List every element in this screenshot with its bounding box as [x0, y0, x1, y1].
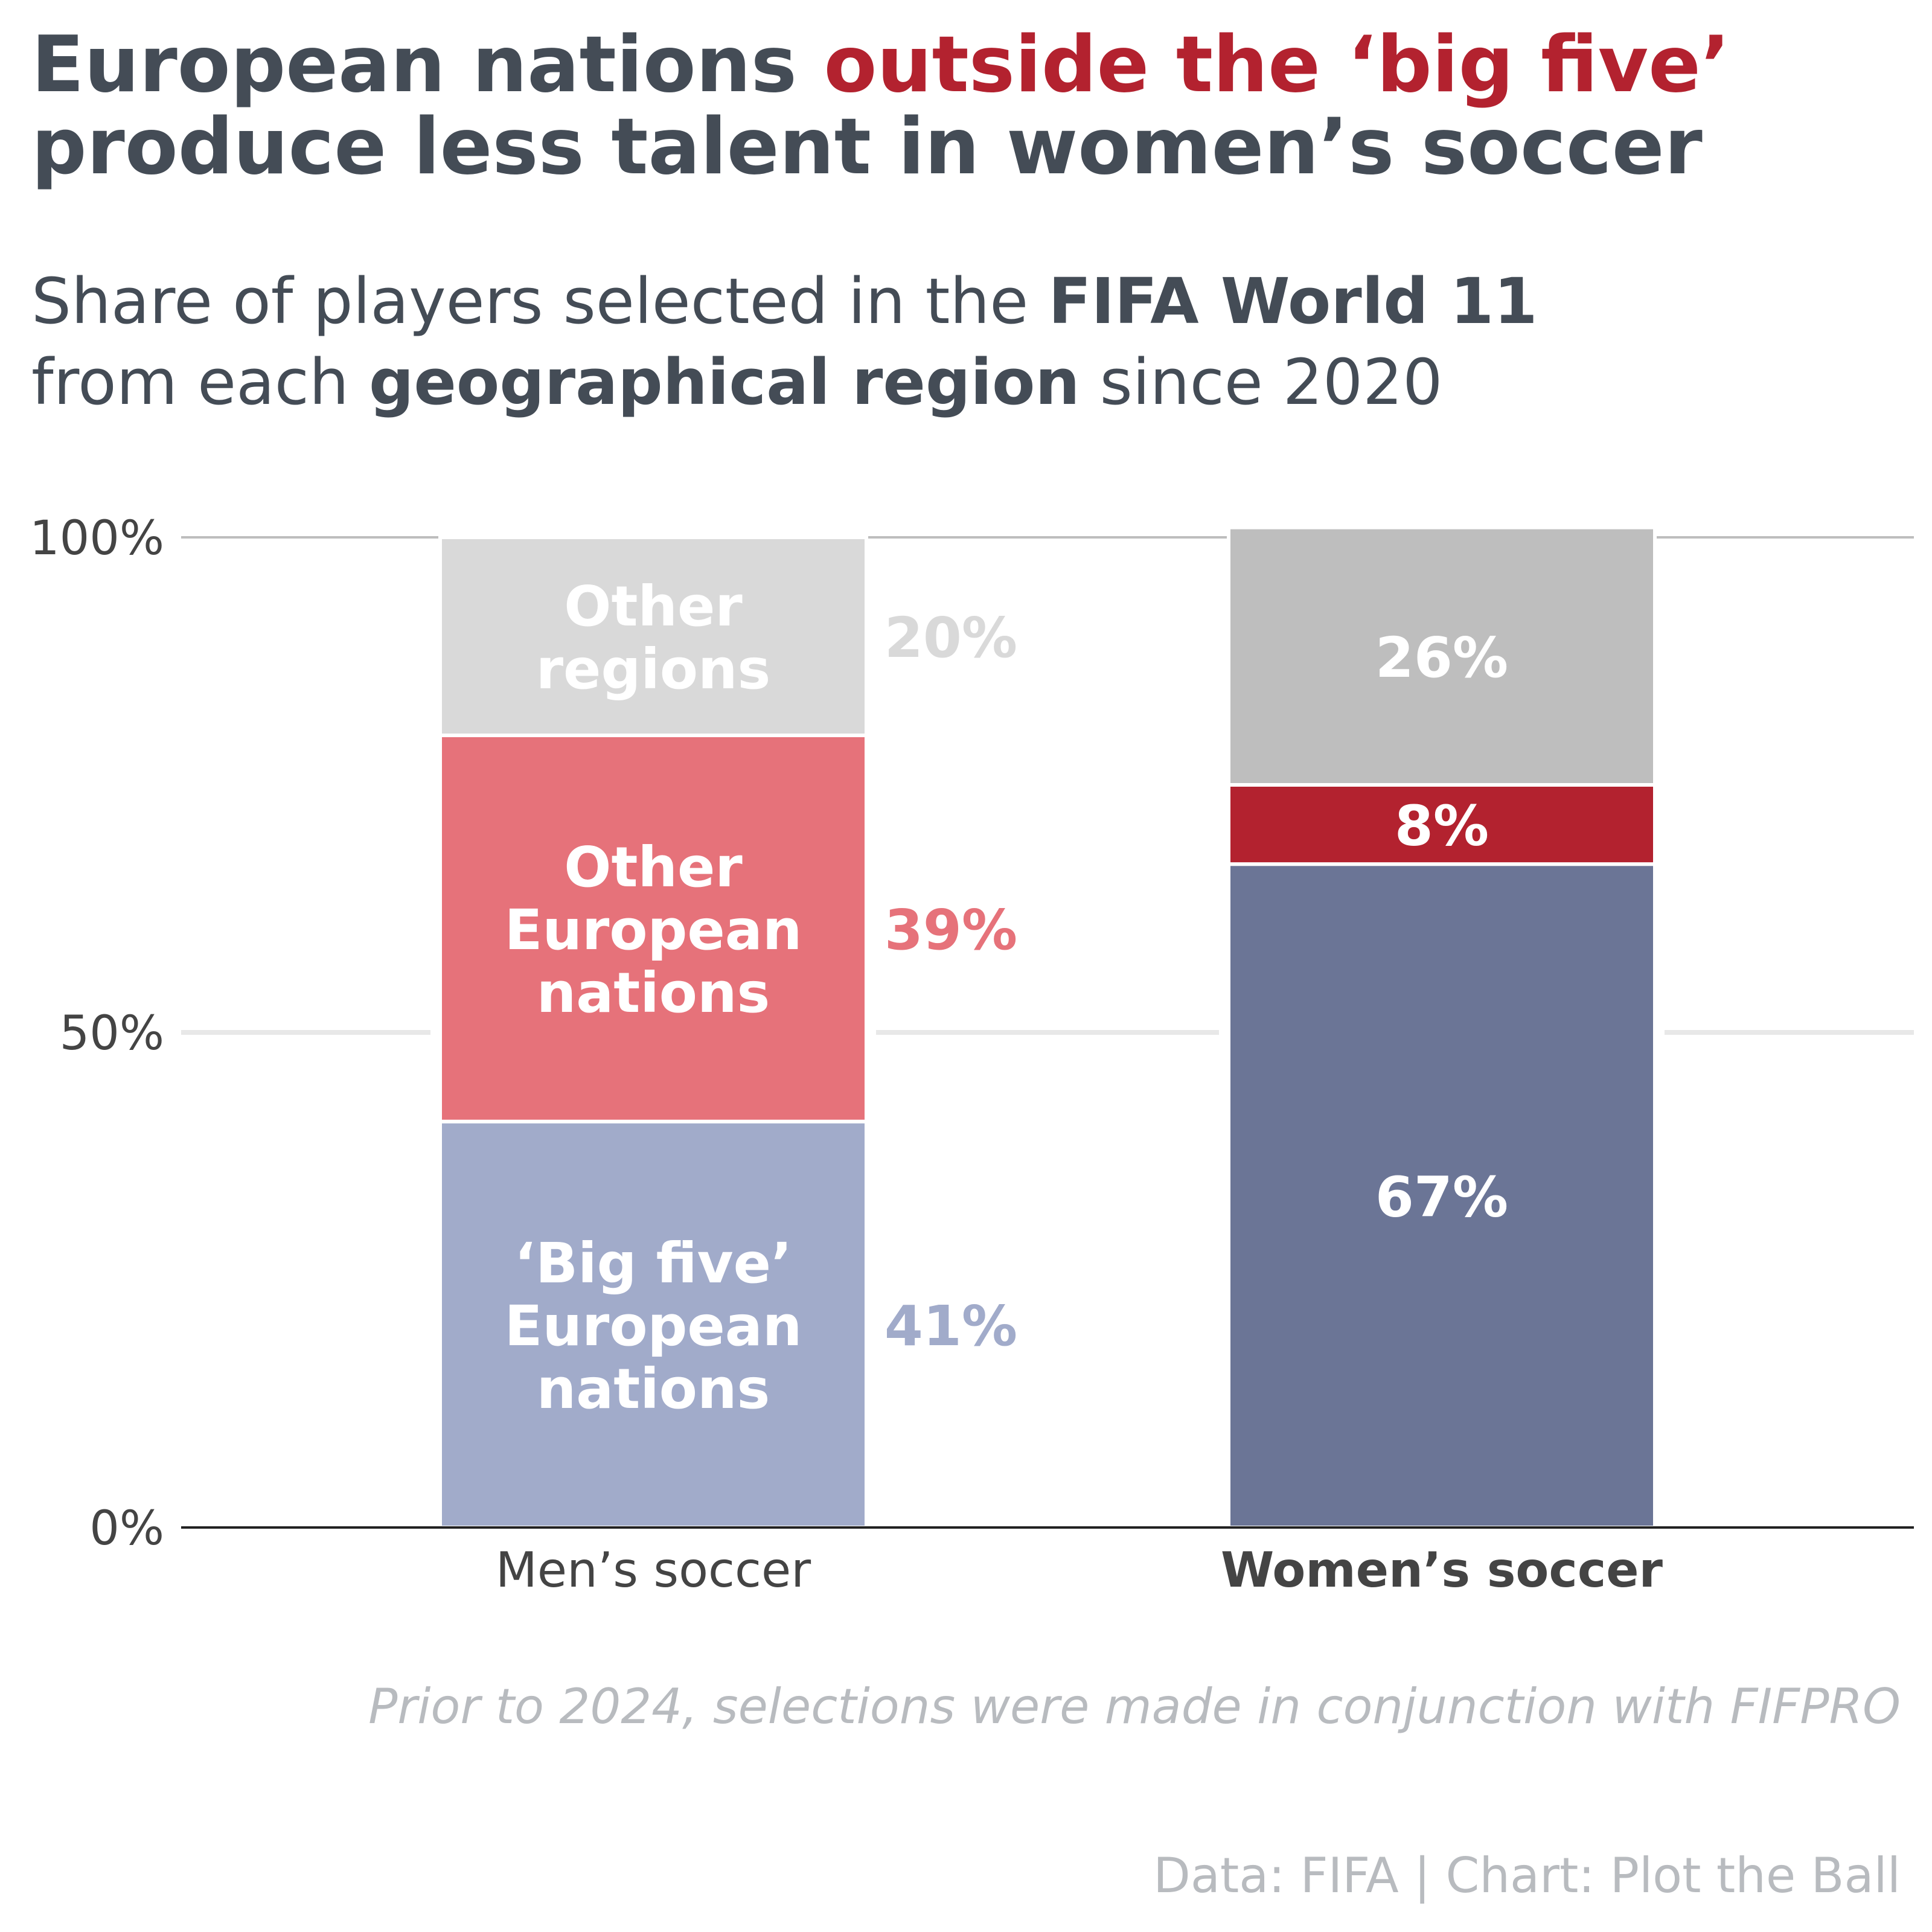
series-label: ‘Big five’: [514, 1231, 792, 1296]
series-label: regions: [536, 637, 771, 702]
series-label: Other: [564, 574, 743, 639]
subtitle-line1-pre: Share of players selected in the: [31, 264, 1049, 338]
data-label: 39%: [884, 898, 1017, 962]
series-label: European: [505, 898, 802, 962]
series-label: Other: [564, 835, 743, 900]
data-label: 20%: [884, 606, 1017, 670]
data-label: 67%: [1375, 1165, 1508, 1230]
title-part1: European nations: [31, 20, 824, 110]
chart-source: Data: FIFA | Chart: Plot the Ball: [1153, 1847, 1901, 1904]
bar-segment: [1227, 862, 1657, 1529]
x-tick-label: Men’s soccer: [496, 1542, 811, 1598]
subtitle-line1-bold: FIFA World 11: [1048, 264, 1538, 338]
bar-segment: [1227, 525, 1657, 787]
data-label: 41%: [884, 1294, 1017, 1358]
subtitle-line2-pre: from each: [31, 345, 369, 419]
subtitle-line2-post: since 2020: [1080, 345, 1443, 419]
chart-title: European nations outside the ‘big five’ …: [31, 24, 1915, 188]
x-tick-label: Women’s soccer: [1221, 1542, 1663, 1598]
bar-segment: [438, 1119, 868, 1529]
bar-segment: [438, 734, 868, 1124]
series-label: nations: [537, 961, 770, 1025]
y-tick-label: 100%: [30, 511, 164, 566]
chart-subtitle: Share of players selected in the FIFA Wo…: [31, 261, 1915, 423]
data-label: 26%: [1375, 625, 1508, 690]
y-tick-label: 0%: [89, 1502, 164, 1556]
data-label: 8%: [1395, 794, 1489, 859]
title-part2: produce less talent in women’s soccer: [31, 102, 1703, 192]
bar-segment: [438, 536, 868, 737]
series-label: nations: [537, 1357, 770, 1421]
chart-note: Prior to 2024, selections were made in c…: [368, 1678, 1901, 1735]
subtitle-line2-bold: geographical region: [368, 345, 1080, 419]
series-label: European: [505, 1294, 802, 1358]
title-highlight: outside the ‘big five’: [824, 20, 1730, 110]
y-tick-label: 50%: [60, 1006, 164, 1061]
